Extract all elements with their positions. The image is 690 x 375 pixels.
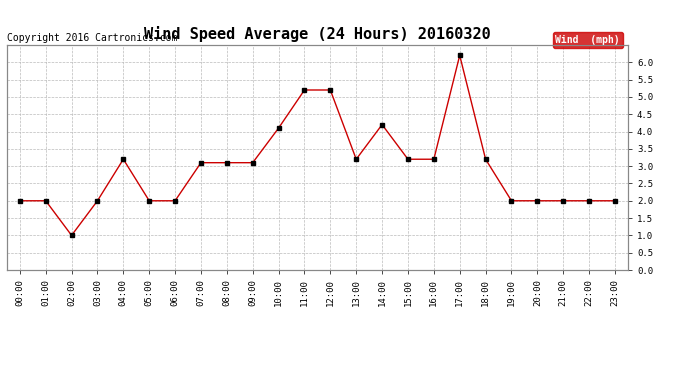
- Title: Wind Speed Average (24 Hours) 20160320: Wind Speed Average (24 Hours) 20160320: [144, 27, 491, 42]
- Text: Copyright 2016 Cartronics.com: Copyright 2016 Cartronics.com: [7, 33, 177, 43]
- Legend: Wind  (mph): Wind (mph): [553, 32, 623, 48]
